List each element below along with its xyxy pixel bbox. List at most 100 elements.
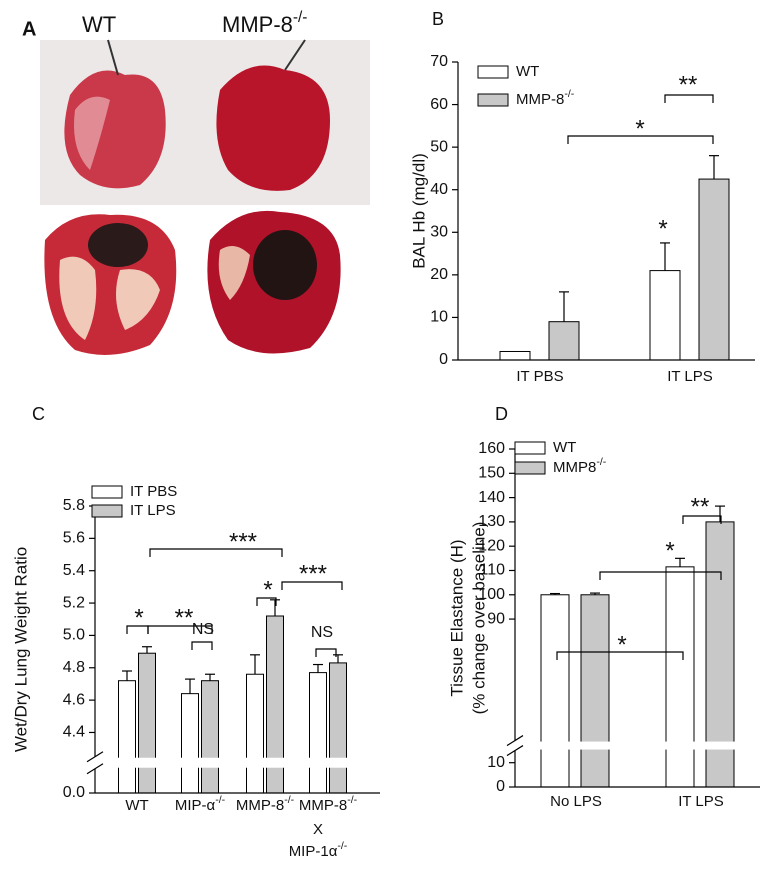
bar [649,270,681,361]
x-tick-label: MMP-8-/- [236,794,295,814]
annotation: ** [679,71,698,98]
annotation: ** [175,604,194,631]
significance-bracket [556,651,684,660]
y-tick-label: 40 [430,181,448,198]
y-tick-label: 150 [478,465,505,482]
legend-swatch [477,93,509,107]
significance-bracket [149,548,283,557]
bar [329,662,347,794]
annotation: * [665,537,674,564]
bar [665,566,695,788]
y-tick-label: 20 [430,266,448,283]
lung-patch [74,96,110,170]
annotation: * [635,115,644,142]
y-tick-label: 4.4 [63,724,85,741]
annotation: * [263,576,272,603]
photo-label: WT [82,12,116,37]
panel-label: B [432,9,444,29]
x-tick-label: IT PBS [516,368,563,385]
lung-dark [253,230,317,300]
bar [181,693,199,794]
lung-dark [88,223,148,267]
significance-bracket [315,648,337,657]
y-axis-label: (% change over baseline) [469,522,488,715]
annotation: ** [691,493,710,520]
y-tick-label: 140 [478,489,505,506]
x-tick-label: IT LPS [667,368,713,385]
lung-photos [40,39,370,355]
y-tick-label: 110 [479,562,505,579]
bar [698,178,730,361]
y-tick-label: 130 [478,513,505,530]
y-tick-label: 90 [487,610,505,627]
y-tick-label: 5.6 [63,530,85,547]
y-axis-label: Wet/Dry Lung Weight Ratio [11,547,30,752]
lung-patch [59,256,160,340]
x-tick-label: No LPS [550,793,602,810]
bar [138,652,156,794]
y-axis-label: Tissue Elastance (H) [447,539,466,696]
significance-bracket [256,597,277,606]
significance-bracket [281,581,343,590]
y-tick-label: 4.8 [63,659,85,676]
annotation: * [134,604,143,631]
y-tick-label: 5.2 [63,594,85,611]
axis-break-band [507,741,760,750]
legend-label: WT [553,439,576,456]
panel-label: D [495,404,508,424]
bar [246,673,264,794]
y-tick-label: 60 [430,96,448,113]
y-tick-label: 70 [430,53,448,70]
y-tick-label: 5.0 [63,627,85,644]
legend-swatch [91,504,123,518]
significance-bracket [147,625,213,634]
y-tick-label: 5.8 [63,497,85,514]
y-tick-label: 160 [478,440,505,457]
y-tick-label: 30 [430,224,448,241]
y-tick-label: 50 [430,138,448,155]
y-tick-label: 100 [478,586,505,603]
lung [216,65,330,191]
annotation: NS [311,624,333,641]
charts: B BAL Hb (mg/dl) 0 10 20 30 40 50 60 70 IT PBS IT L… [11,9,760,860]
annotation: *** [299,560,327,587]
annotation: * [658,215,667,242]
annotation: *** [229,528,257,555]
legend-label: IT LPS [130,502,176,519]
bar [540,594,570,788]
y-tick-label: 0.0 [63,784,85,801]
legend-swatch [514,461,546,475]
y-tick-label: 0 [439,351,448,368]
legend-label: IT PBS [130,483,177,500]
x-tick-label: IT LPS [678,793,724,810]
suture [284,39,306,71]
suture [107,39,119,76]
bar [309,672,327,794]
legend-label: MMP8-/- [553,456,607,476]
x-tick-label: WT [125,797,148,814]
bar [201,680,219,794]
y-tick-label: 10 [487,754,505,771]
x-tick-label: MIP-α-/- [175,794,226,814]
legend-swatch [514,441,546,455]
bar [118,680,136,794]
y-axis-label: BAL Hb (mg/dl) [409,153,428,269]
panel-label: A [22,18,36,40]
legend-swatch [91,485,123,499]
x-tick-label: MIP-1α-/- [289,840,348,860]
significance-bracket [599,571,722,580]
significance-bracket [682,515,722,524]
y-tick-label: 4.6 [63,691,85,708]
annotation: * [617,631,626,658]
lung-patch [218,246,250,300]
annotation: NS [192,621,214,638]
significance-bracket [567,135,714,144]
bar [548,321,580,361]
photo-label: MMP-8-/- [222,9,307,37]
x-tick-label: X [313,821,323,838]
legend-label: MMP-8-/- [516,88,575,108]
bar [499,350,531,361]
significance-bracket [191,641,213,650]
legend-swatch [477,65,509,79]
